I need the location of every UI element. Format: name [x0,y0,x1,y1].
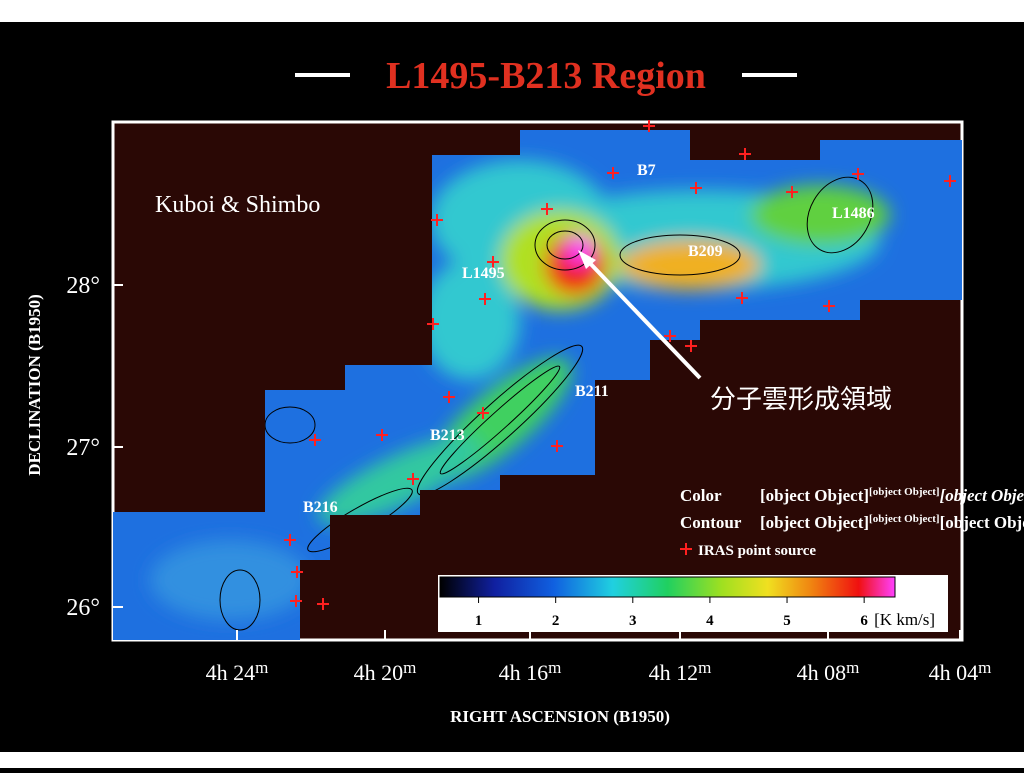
colorbar-tick-label: 2 [552,613,560,629]
x-tick-main: 4h 04 [929,660,979,685]
legend-part: [object Object] [940,513,1024,532]
x-tick-main: 4h 20 [354,660,404,685]
region-label: B216 [303,499,338,516]
colorbar-tick-label: 1 [475,613,483,629]
colorbar-tick-label: 4 [706,613,714,629]
legend-value: [object Object][object Object][object Ob… [760,486,1024,508]
x-tick-label: 4h 08m [797,658,860,685]
x-tick-sup: m [403,658,416,677]
region-label: B213 [430,427,465,444]
legend-cross [680,543,692,555]
x-tick-sup: m [698,658,711,677]
region-label: B7 [637,162,656,179]
x-tick-label: 4h 20m [354,658,417,685]
annotation-arrow [583,256,702,380]
x-tick-sup: m [255,658,268,677]
legend-part: [object Object] [869,513,940,525]
title: L1495-B213 Region [386,55,706,97]
legend-label: Contour [680,513,742,532]
x-tick-main: 4h 12 [649,660,699,685]
y-tick-label: 28° [66,273,100,299]
x-tick-sup: m [978,658,991,677]
y-axis-label: DECLINATION (B1950) [25,294,44,476]
colorbar-tick-label: 5 [783,613,791,629]
x-tick-label: 4h 16m [499,658,562,685]
colorbar-tick-label: 6 [860,613,868,629]
region-label: L1486 [832,205,875,222]
x-tick-main: 4h 16 [499,660,549,685]
legend-part: [object Object] [869,486,940,498]
region-label: B211 [575,383,609,400]
x-tick-label: 4h 24m [206,658,269,685]
x-tick-main: 4h 24 [206,660,256,685]
region-label: B209 [688,243,723,260]
x-tick-label: 4h 12m [649,658,712,685]
iras-sources [284,120,956,610]
x-tick-sup: m [846,658,859,677]
bottom-strip [0,752,1024,768]
y-tick-label: 27° [66,435,100,461]
colorbar-tick-label: 3 [629,613,637,629]
colorbar-unit: [K km/s] [874,610,935,629]
x-tick-label: 4h 04m [929,658,992,685]
y-tick-label: 26° [66,595,100,621]
annotation: 分子雲形成領域 [710,385,892,415]
top-strip [0,0,1024,22]
x-tick-main: 4h 08 [797,660,847,685]
legend-part: [object Object] [940,486,1024,505]
credit: Kuboi & Shimbo [155,192,320,218]
x-tick-sup: m [548,658,561,677]
x-axis-label: RIGHT ASCENSION (B1950) [450,707,670,726]
legend-label: Color [680,486,722,505]
colorbar [439,576,896,598]
legend-part: [object Object] [760,513,869,532]
legend-label: IRAS point source [698,543,816,559]
region-label: L1495 [462,265,505,282]
legend-value: [object Object][object Object][object Ob… [760,513,1024,532]
arrow-head [578,250,596,269]
legend-part: [object Object] [760,486,869,505]
